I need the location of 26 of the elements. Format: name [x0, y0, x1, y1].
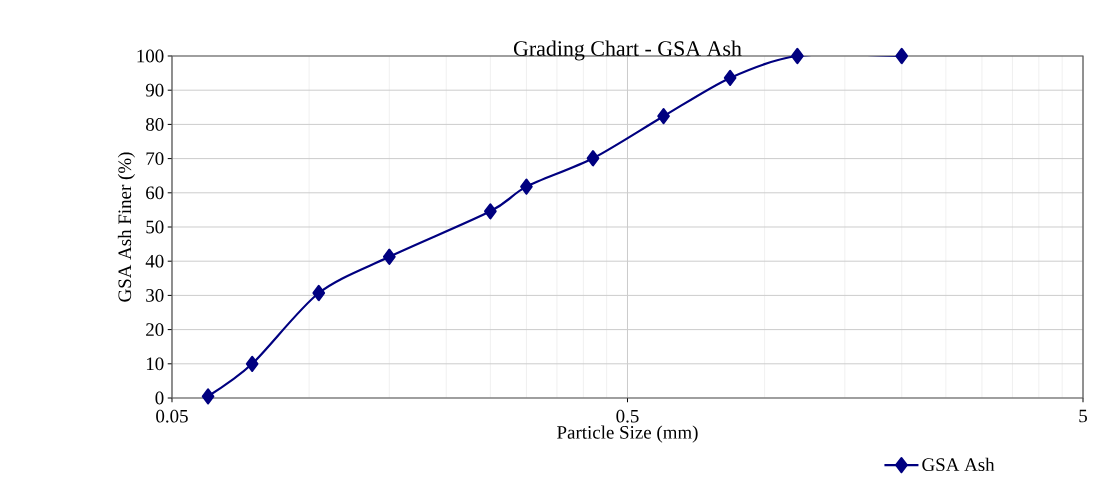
- y-tick-label: 100: [137, 49, 164, 63]
- y-tick-label: 20: [146, 323, 164, 336]
- y-tick-label: 10: [146, 357, 164, 371]
- y-tick-label: 0: [155, 391, 164, 405]
- y-tick-label: 90: [145, 83, 164, 97]
- y-tick-label: 80: [146, 118, 164, 131]
- y-tick-label: 50: [146, 220, 164, 234]
- x-axis-title: Particle Size (mm): [557, 425, 698, 443]
- x-tick-label: 0.05: [156, 409, 188, 423]
- x-tick-label: 0.5: [616, 409, 639, 423]
- point: [382, 248, 396, 265]
- point: [791, 47, 804, 65]
- point: [312, 284, 326, 302]
- legend-label: GSA Ash: [922, 457, 995, 472]
- y-tick-label: 40: [145, 254, 164, 268]
- point: [586, 150, 600, 167]
- point: [657, 108, 670, 125]
- x-tick-label: 5: [1079, 409, 1087, 423]
- point: [520, 178, 533, 195]
- chart-title: Grading Chart - GSA Ash: [513, 40, 742, 61]
- point: [245, 355, 259, 372]
- y-axis-title: GSA Ash Finer (%): [117, 152, 135, 302]
- y-tick-label: 60: [146, 186, 164, 200]
- y-tick-label: 70: [146, 152, 164, 165]
- y-tick-label: 30: [146, 289, 164, 302]
- point: [723, 69, 737, 86]
